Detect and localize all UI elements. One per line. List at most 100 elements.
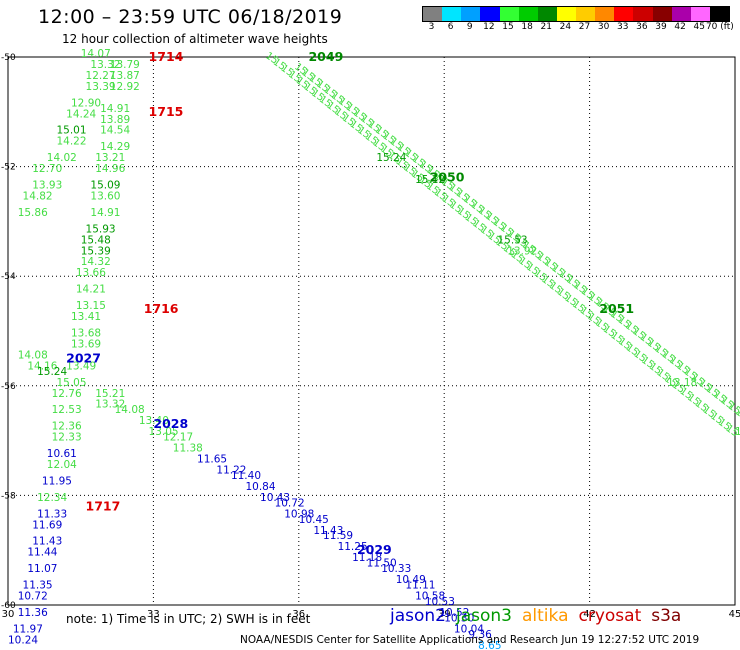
color-swatch-label: 9: [466, 22, 473, 32]
y-tick-label: -56: [1, 382, 16, 392]
wave-height-label: 13.39: [86, 81, 116, 93]
color-swatch-label: 21: [540, 22, 552, 32]
wave-height-label: 13.41: [71, 311, 101, 323]
track-id-label: 1716: [144, 301, 179, 316]
wave-height-label: 11.18: [352, 552, 382, 564]
wave-height-label: 11.59: [323, 530, 353, 542]
wave-height-label: 15.48: [81, 234, 111, 246]
wave-height-label: 14.02: [47, 152, 77, 164]
color-swatch-label: 30: [597, 22, 610, 32]
wave-height-label: 13.21: [95, 152, 125, 164]
wave-height-label: 15.09: [90, 180, 120, 192]
wave-height-label: 14.21: [76, 284, 106, 296]
wave-height-label: 15.93: [86, 223, 116, 235]
wave-height-label: 13.60: [90, 190, 120, 202]
wave-height-label: 12.70: [32, 163, 62, 175]
wave-height-label: 15.53: [498, 234, 528, 246]
wave-height-label: 13.68: [71, 327, 101, 339]
wave-height-label: 11.50: [367, 558, 397, 570]
wave-height-label: 13.87: [110, 70, 140, 82]
color-swatch-label: 36: [636, 22, 648, 32]
wave-height-label: 10.61: [47, 448, 77, 460]
wave-height-label: 11.11: [405, 580, 435, 592]
wave-height-label: 11.95: [42, 475, 72, 487]
wave-height-label: 15.86: [18, 207, 48, 219]
wave-height-label: 13.66: [76, 267, 106, 279]
wave-height-label: 11.43: [32, 536, 62, 548]
wave-height-label: 10.72: [18, 591, 48, 603]
wave-height-label: 10.72: [275, 497, 305, 509]
wave-height-label: 10.53: [425, 596, 455, 608]
wave-height-label: 11.97: [13, 623, 43, 635]
color-scale-legend: [422, 6, 730, 22]
track-id-label: 1715: [149, 104, 184, 119]
wave-height-label: 14.54: [100, 125, 130, 137]
color-swatch: [556, 7, 576, 21]
track-id-label: 2051: [599, 301, 634, 316]
x-tick-label: 33: [147, 609, 160, 620]
track-id-label: 2028: [153, 416, 188, 431]
wave-height-label: 12.04: [47, 459, 77, 471]
wave-height-label: 12.92: [110, 81, 140, 93]
wave-height-label: 10.33: [381, 563, 411, 575]
wave-height-label: 13.79: [110, 59, 140, 71]
wave-height-label: 12.90: [71, 97, 101, 109]
wave-height-label: 12.36: [52, 421, 82, 433]
wave-height-label: 14.16: [27, 360, 57, 372]
wave-height-label: 11.07: [27, 563, 57, 575]
wave-height-label: 14.07: [81, 48, 111, 60]
wave-height-label: 14.96: [95, 163, 125, 175]
color-swatch-label: 18: [521, 22, 533, 32]
track-id-label: 2049: [308, 49, 343, 64]
wave-height-label: 14.22: [56, 136, 86, 148]
wave-height-label: 13.49: [66, 360, 96, 372]
wave-height-label: 13.05: [149, 426, 179, 438]
wave-height-label: 13.40: [139, 415, 169, 427]
track-id-label: 2050: [430, 170, 465, 185]
chart-title: 12:00 – 23:59 UTC 06/18/2019: [38, 6, 343, 28]
wave-height-label: 10.30: [444, 612, 474, 624]
wave-height-label: 8.65: [478, 640, 501, 650]
plot-frame: [7, 56, 736, 606]
wave-height-label: 13.89: [100, 114, 130, 126]
color-swatch-label: 45: [693, 22, 705, 32]
dense-track-mark: 15: [733, 407, 740, 423]
x-tick-label: 42: [583, 609, 596, 620]
color-swatch: [499, 7, 519, 21]
wave-height-label: 13.32: [90, 59, 120, 71]
wave-height-label: 9.36: [468, 629, 492, 641]
wave-height-label: 11.69: [32, 519, 62, 531]
track-id-label: 2027: [66, 350, 101, 365]
wave-height-label: 14.08: [115, 404, 145, 416]
wave-height-label: 10.43: [260, 492, 290, 504]
wave-height-label: 12.34: [37, 492, 67, 504]
wave-height-label: 13.15: [76, 300, 106, 312]
x-tick-label: 39: [438, 609, 451, 620]
legend-jason3: jason3: [456, 606, 512, 626]
wave-height-label: 15.12: [415, 174, 445, 186]
color-swatch: [442, 7, 462, 21]
wave-height-label: 12.17: [163, 432, 193, 444]
wave-height-label: 13.69: [71, 338, 101, 350]
wave-height-label: 11.65: [197, 454, 227, 466]
color-swatch: [576, 7, 596, 21]
wave-height-label: 12.33: [52, 432, 82, 444]
legend-altika: altika: [522, 606, 569, 626]
color-swatch: [518, 7, 538, 21]
color-swatch: [633, 7, 653, 21]
y-tick-label: -52: [1, 163, 16, 173]
y-tick-label: -60: [1, 601, 16, 611]
wave-height-label: 10.49: [396, 574, 426, 586]
color-swatch-label: 39: [655, 22, 667, 32]
wave-height-label: 14.29: [100, 141, 130, 153]
y-tick-label: -50: [1, 53, 16, 63]
wave-height-label: 12.76: [52, 388, 82, 400]
wave-height-label: 13.92: [507, 245, 537, 257]
color-swatch: [652, 7, 672, 21]
color-swatch: [480, 7, 500, 21]
wave-height-label: 14.08: [18, 349, 48, 361]
wave-height-label: 11.43: [313, 525, 343, 537]
color-swatch: [709, 7, 729, 21]
legend-s3a: s3a: [651, 606, 682, 626]
color-swatch-label: 70 (ft): [705, 22, 734, 32]
